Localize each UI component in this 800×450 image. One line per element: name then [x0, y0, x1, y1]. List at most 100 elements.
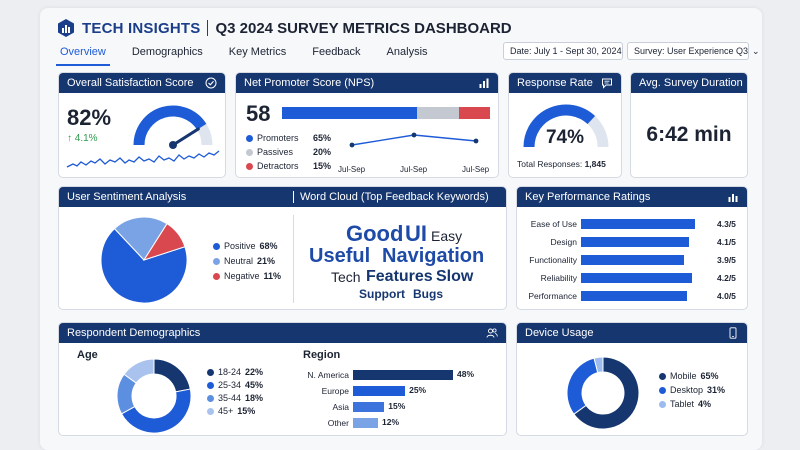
age-legend-label: 25-34: [218, 380, 242, 390]
region-track: 48%: [353, 369, 474, 380]
date-filter-value: Date: July 1 - Sept 30, 2024: [510, 46, 622, 56]
word-ui: UI: [405, 221, 427, 246]
age-legend-value: 45%: [245, 380, 264, 390]
nps-legend-passives: Passives 20%: [246, 147, 331, 157]
rating-bar: [581, 237, 690, 247]
region-row: Europe 25%: [289, 383, 499, 399]
sentiment-legend-neutral: Neutral 21%: [213, 256, 281, 266]
nps-legend-promoters: Promoters 65%: [246, 133, 331, 143]
tab-feedback[interactable]: Feedback: [312, 46, 361, 58]
rating-bar: [581, 291, 687, 301]
word-useful: Useful: [309, 245, 371, 267]
nps-trend-label-2: Jul-Sep: [400, 165, 428, 174]
satisfaction-title: Overall Satisfaction Score: [67, 77, 194, 89]
tab-key-metrics[interactable]: Key Metrics: [228, 46, 287, 58]
region-bar: [353, 418, 378, 428]
donut-slice-desktop: [566, 357, 599, 415]
bar-chart-icon: [479, 78, 489, 88]
legend-dot: [246, 134, 253, 142]
header: TECH INSIGHTS Q3 2024 SURVEY METRICS DAS…: [56, 14, 512, 42]
nps-stacked-bar: [282, 107, 490, 119]
age-legend-45-plus: 45+ 15%: [207, 406, 263, 416]
users-icon: [486, 328, 498, 338]
sentiment-pie-chart: [100, 216, 188, 304]
sentiment-title: User Sentiment Analysis: [67, 191, 187, 203]
age-legend-label: 18-24: [218, 367, 242, 377]
section-divider: [293, 215, 294, 303]
word-navigation: Navigation: [382, 245, 485, 267]
age-legend-value: 22%: [245, 367, 264, 377]
sentiment-card: User Sentiment Analysis Word Cloud (Top …: [58, 186, 507, 310]
duration-title: Avg. Survey Duration: [639, 77, 743, 89]
donut-slice-tablet: [593, 356, 604, 374]
response-rate-card-header: Response Rate: [509, 73, 621, 93]
nps-legend: Promoters 65% Passives 20% Detractors 15%: [246, 133, 331, 171]
legend-dot: [213, 242, 220, 250]
satisfaction-delta: ↑ 4.1%: [67, 133, 98, 144]
device-legend-desktop: Desktop 31%: [659, 385, 725, 395]
legend-dot: [207, 381, 214, 389]
response-rate-gauge: [523, 104, 609, 148]
device-legend-value: 31%: [707, 385, 726, 395]
rating-track: [581, 291, 713, 301]
ratings-chart: Ease of Use 4.3/5 Design 4.1/5 Functionality…: [521, 215, 745, 305]
age-legend-25-34: 25-34 45%: [207, 380, 263, 390]
nps-legend-label: Promoters: [257, 133, 299, 143]
nps-trend-line: [349, 132, 479, 148]
region-value: 12%: [382, 417, 400, 427]
region-bar: [353, 370, 453, 380]
rating-value: 4.3/5: [717, 219, 736, 229]
date-filter-dropdown[interactable]: Date: July 1 - Sept 30, 2024 ⌄: [503, 42, 633, 60]
rating-track: [581, 255, 713, 265]
tab-overview[interactable]: Overview: [56, 44, 110, 66]
device-legend-mobile: Mobile 65%: [659, 371, 725, 381]
region-track: 12%: [353, 417, 453, 428]
donut-slice-25-34: [120, 388, 192, 434]
legend-dot: [207, 407, 214, 415]
nps-card-header: Net Promoter Score (NPS): [236, 73, 498, 93]
device-legend-label: Tablet: [670, 399, 695, 409]
age-title: Age: [77, 349, 98, 361]
sentiment-legend-positive: Positive 68%: [213, 241, 281, 251]
nps-legend-detractors: Detractors 15%: [246, 161, 331, 171]
sentiment-card-header: User Sentiment Analysis Word Cloud (Top …: [59, 187, 506, 207]
response-rate-card: Response Rate 74% Total Responses: 1,845: [508, 72, 622, 178]
rating-bar: [581, 273, 692, 283]
rating-value: 4.0/5: [717, 291, 736, 301]
age-legend-value: 18%: [245, 393, 264, 403]
chat-bubble-icon: [602, 78, 612, 89]
ratings-card-header: Key Performance Ratings: [517, 187, 747, 207]
survey-filter-dropdown[interactable]: Survey: User Experience Q3 ⌄: [627, 42, 760, 60]
nps-legend-value: 15%: [313, 161, 332, 171]
device-legend-label: Desktop: [670, 385, 704, 395]
nps-bar-detractors: [458, 107, 490, 119]
ratings-title: Key Performance Ratings: [525, 191, 651, 203]
region-label: N. America: [307, 370, 349, 380]
legend-dot: [246, 148, 253, 156]
region-row: Other 12%: [289, 415, 499, 431]
satisfaction-sparkline: [66, 150, 220, 168]
nps-bar-promoters: [282, 107, 418, 119]
age-legend-18-24: 18-24 22%: [207, 367, 263, 377]
legend-dot: [659, 372, 666, 380]
region-label: Asia: [332, 402, 349, 412]
sentiment-legend-label: Positive: [224, 241, 256, 251]
word-bugs: Bugs: [413, 287, 443, 301]
tab-demographics[interactable]: Demographics: [131, 46, 203, 58]
age-legend: 18-24 22% 25-34 45% 35-44 18% 45+ 15%: [207, 367, 263, 416]
satisfaction-value: 82%: [67, 105, 112, 130]
donut-slice-mobile: [573, 356, 640, 430]
rating-label: Design: [550, 237, 577, 247]
brand-name: TECH INSIGHTS: [82, 19, 201, 37]
rating-label: Performance: [528, 291, 577, 301]
demographics-title: Respondent Demographics: [67, 327, 201, 339]
legend-dot: [213, 272, 220, 280]
rating-label: Ease of Use: [530, 219, 577, 229]
demographics-card-header: Respondent Demographics: [59, 323, 506, 343]
phone-icon: [729, 327, 737, 339]
sentiment-legend-label: Neutral: [224, 256, 254, 266]
region-track: 25%: [353, 385, 453, 396]
tab-analysis[interactable]: Analysis: [386, 46, 428, 58]
rating-value: 3.9/5: [717, 255, 736, 265]
bar-chart-icon: [728, 194, 738, 202]
